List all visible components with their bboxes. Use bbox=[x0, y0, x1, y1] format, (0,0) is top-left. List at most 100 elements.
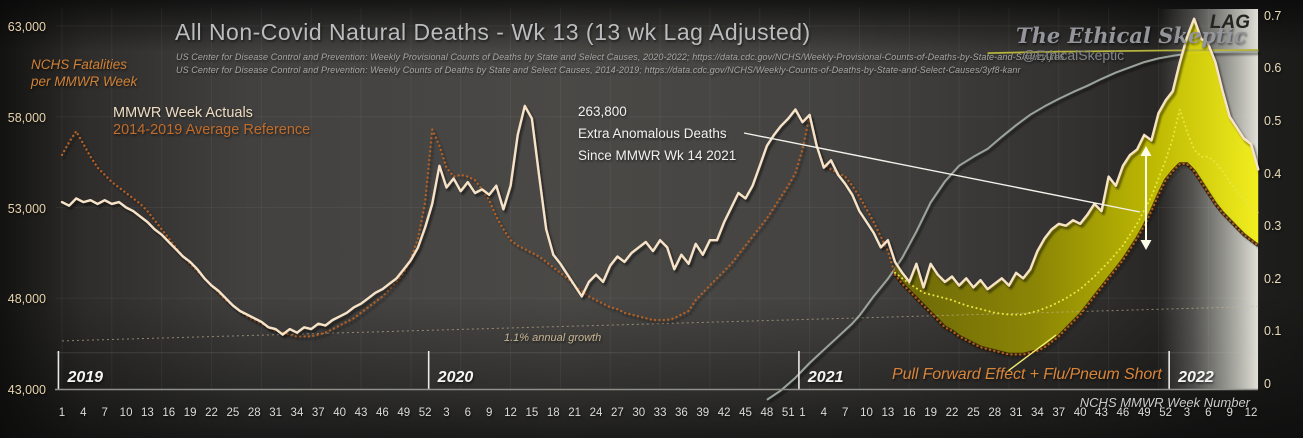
extra-deaths-callout-line bbox=[743, 132, 1141, 213]
left-axis-title-line1: NCHS Fatalities bbox=[31, 57, 128, 72]
right-axis-tick: 0.1 bbox=[1264, 324, 1282, 339]
x-axis-tick: 22 bbox=[205, 407, 218, 419]
annotation-growth-trend: 1.1% annual growth bbox=[504, 332, 602, 344]
x-axis-tick: 3 bbox=[1183, 407, 1191, 419]
right-axis-tick: 0.5 bbox=[1264, 114, 1282, 128]
x-axis-tick: 45 bbox=[739, 407, 752, 419]
x-axis-tick: 19 bbox=[924, 407, 938, 419]
excess-range-arrow-down-head bbox=[1140, 240, 1152, 250]
x-axis-tick: 34 bbox=[290, 407, 304, 419]
x-axis-tick: 28 bbox=[247, 407, 261, 419]
x-axis-tick: 37 bbox=[311, 407, 325, 419]
x-axis-tick: 10 bbox=[860, 407, 873, 419]
x-axis-tick: 7 bbox=[101, 407, 108, 419]
watermark-name: The Ethical Skeptic bbox=[1016, 23, 1247, 48]
x-axis-tick: 25 bbox=[226, 407, 240, 419]
x-axis-tick: 51 bbox=[781, 407, 795, 419]
excess-fill-lower-edge bbox=[893, 162, 1260, 357]
x-axis-tick: 18 bbox=[546, 407, 560, 419]
x-axis-tick: 52 bbox=[418, 407, 432, 419]
x-axis-tick: 6 bbox=[464, 407, 472, 419]
x-axis-tick: 7 bbox=[841, 407, 849, 419]
x-axis-tick: 30 bbox=[632, 407, 646, 419]
x-axis-tick: 9 bbox=[1226, 407, 1233, 419]
lag-cumulative-line bbox=[766, 50, 1259, 401]
x-axis-tick: 42 bbox=[717, 407, 731, 419]
year-label: 2021 bbox=[807, 369, 844, 386]
adjusted-reference-line bbox=[894, 105, 1260, 316]
left-axis-tick: 48,000 bbox=[7, 292, 46, 307]
actuals-line bbox=[60, 17, 1260, 336]
x-axis-tick: 13 bbox=[881, 407, 895, 419]
x-axis-tick: 21 bbox=[568, 407, 582, 419]
x-axis-tick: 34 bbox=[1031, 407, 1044, 419]
x-axis-tick: 25 bbox=[966, 407, 980, 419]
annotation-extra-deaths-line2: Extra Anomalous Deaths bbox=[578, 126, 727, 141]
right-axis-tick: 0.3 bbox=[1264, 219, 1282, 234]
annotation-pull-forward: Pull Forward Effect + Flu/Pneum Short bbox=[892, 366, 1162, 383]
excess-range-arrow-up-head bbox=[1140, 146, 1152, 156]
x-axis-tick: 36 bbox=[675, 407, 688, 419]
x-axis-tick: 48 bbox=[760, 407, 774, 419]
left-axis-tick: 43,000 bbox=[7, 383, 46, 397]
excess-deaths-fill bbox=[895, 18, 1259, 355]
x-axis-tick: 22 bbox=[945, 407, 959, 419]
x-axis-tick: 39 bbox=[696, 407, 710, 419]
right-axis-tick: 0.6 bbox=[1264, 61, 1282, 76]
annotation-extra-deaths-line3: Since MMWR Wk 14 2021 bbox=[578, 148, 737, 163]
x-axis-tick: 27 bbox=[610, 407, 624, 419]
x-axis-tick: 10 bbox=[119, 407, 133, 419]
left-axis-tick: 63,000 bbox=[7, 20, 46, 34]
source-citation-1: US Center for Disease Control and Preven… bbox=[176, 52, 1065, 62]
x-axis-tick: 37 bbox=[1052, 407, 1066, 419]
x-axis-tick: 43 bbox=[1095, 407, 1108, 419]
legend-reference: 2014-2019 Average Reference bbox=[113, 122, 311, 138]
x-axis-tick: 16 bbox=[902, 407, 916, 419]
x-axis-tick: 24 bbox=[589, 407, 603, 419]
left-axis-title-line2: per MMWR Week bbox=[31, 74, 138, 89]
x-axis-tick: 33 bbox=[653, 407, 667, 419]
x-axis-tick: 13 bbox=[141, 407, 154, 419]
x-axis-tick: 9 bbox=[485, 407, 493, 419]
year-label: 2019 bbox=[67, 369, 104, 386]
chart-title: All Non-Covid Natural Deaths - Wk 13 (13… bbox=[175, 19, 811, 45]
right-axis-tick: 0.7 bbox=[1264, 8, 1282, 23]
left-axis-tick: 58,000 bbox=[7, 110, 46, 125]
watermark-handle: @EthicalSkeptic bbox=[1022, 47, 1125, 63]
x-axis-tick: 6 bbox=[1205, 407, 1212, 419]
source-citation-2: US Center for Disease Control and Preven… bbox=[176, 65, 1021, 75]
right-axis-tick: 0 bbox=[1264, 377, 1271, 391]
right-axis-lag-label: LAG bbox=[1209, 12, 1250, 33]
x-axis-tick: 49 bbox=[397, 407, 411, 419]
x-axis-tick: 19 bbox=[183, 407, 197, 419]
legend-actuals: MMWR Week Actuals bbox=[113, 105, 253, 121]
x-axis-tick: 46 bbox=[1116, 407, 1130, 419]
x-axis-tick: 43 bbox=[354, 407, 368, 419]
year-label: 2022 bbox=[1178, 369, 1214, 386]
pull-forward-pointer-line bbox=[1007, 334, 1057, 372]
x-axis-title: NCHS MMWR Week Number bbox=[1079, 395, 1250, 410]
x-axis-tick: 15 bbox=[525, 407, 539, 419]
left-axis-tick: 53,000 bbox=[7, 201, 46, 216]
x-axis-tick: 52 bbox=[1159, 407, 1172, 419]
right-axis-tick: 0.2 bbox=[1264, 271, 1282, 286]
x-axis-tick: 28 bbox=[988, 407, 1002, 419]
x-axis-tick: 1 bbox=[799, 407, 806, 419]
x-axis-tick: 4 bbox=[820, 407, 828, 419]
x-axis-tick: 3 bbox=[443, 407, 450, 419]
x-axis-tick: 49 bbox=[1137, 407, 1151, 419]
annotation-extra-deaths-value: 263,800 bbox=[578, 104, 627, 119]
x-axis-tick: 46 bbox=[375, 407, 389, 419]
reference-average-line bbox=[60, 114, 1260, 356]
x-axis-tick: 40 bbox=[333, 407, 347, 419]
right-axis-tick: 0.4 bbox=[1264, 166, 1282, 181]
x-axis-tick: 1 bbox=[58, 407, 66, 419]
x-axis-tick: 12 bbox=[504, 407, 517, 419]
x-axis-tick: 16 bbox=[162, 407, 176, 419]
x-axis-tick: 40 bbox=[1073, 407, 1087, 419]
x-axis-tick: 31 bbox=[1009, 407, 1023, 419]
year-label: 2020 bbox=[437, 369, 474, 386]
x-axis-tick: 12 bbox=[1244, 407, 1258, 419]
